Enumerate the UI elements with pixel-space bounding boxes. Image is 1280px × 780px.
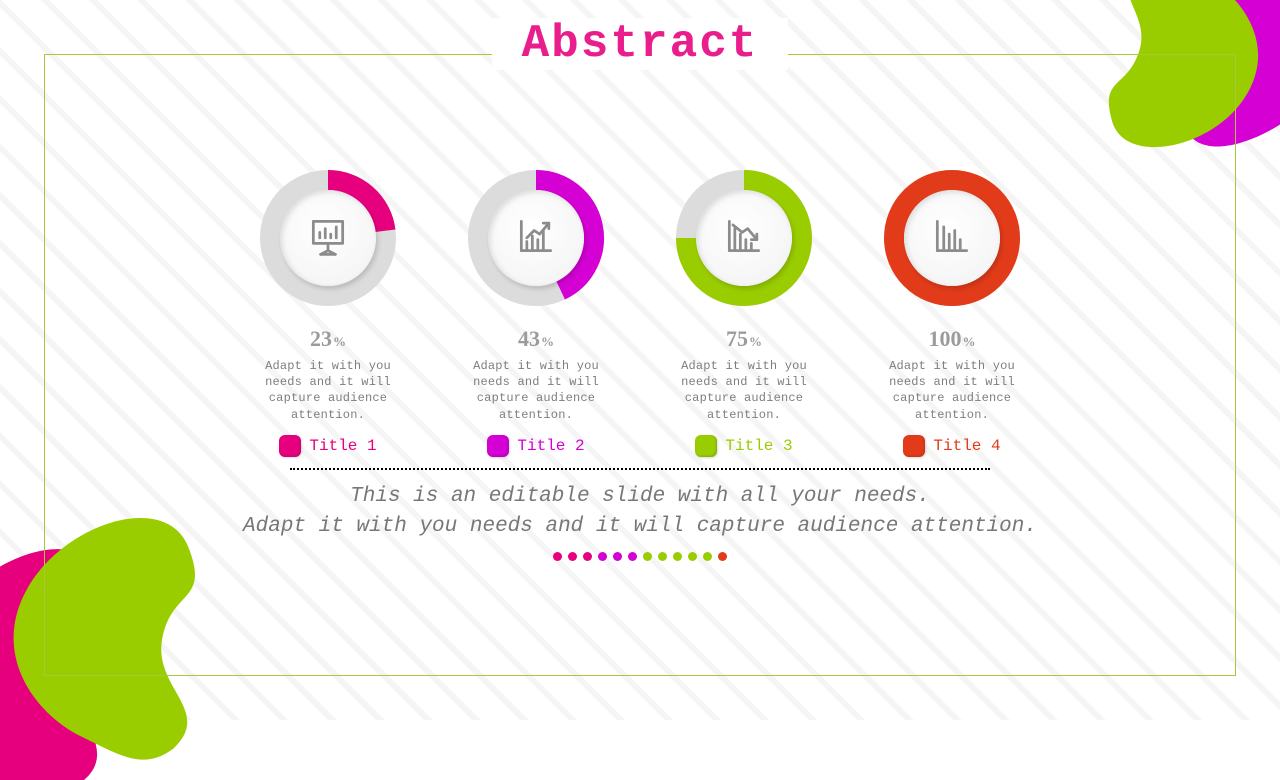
caption-text: This is an editable slide with all your … <box>0 482 1280 543</box>
dot-row <box>0 552 1280 561</box>
pager-dot-6 <box>628 552 637 561</box>
item-title-row-3: Title 3 <box>659 435 829 457</box>
pager-dot-5 <box>613 552 622 561</box>
pager-dot-9 <box>673 552 682 561</box>
icon-circle-2 <box>488 190 584 286</box>
item-title-2: Title 2 <box>517 437 584 455</box>
items-row: 23% Adapt it with you needs and it will … <box>0 168 1280 457</box>
swatch-2 <box>487 435 509 457</box>
chart-up-icon <box>514 214 558 263</box>
icon-circle-1 <box>280 190 376 286</box>
stat-item-2: 43% Adapt it with you needs and it will … <box>451 168 621 457</box>
swatch-3 <box>695 435 717 457</box>
pager-dot-1 <box>553 552 562 561</box>
dotted-divider <box>290 468 990 470</box>
swatch-1 <box>279 435 301 457</box>
item-title-row-2: Title 2 <box>451 435 621 457</box>
item-desc-4: Adapt it with you needs and it will capt… <box>867 358 1037 423</box>
stat-item-1: 23% Adapt it with you needs and it will … <box>243 168 413 457</box>
pager-dot-11 <box>703 552 712 561</box>
swatch-4 <box>903 435 925 457</box>
pager-dot-10 <box>688 552 697 561</box>
percent-value-1: 23% <box>243 326 413 352</box>
presentation-chart-icon <box>306 214 350 263</box>
item-title-row-1: Title 1 <box>243 435 413 457</box>
item-desc-1: Adapt it with you needs and it will capt… <box>243 358 413 423</box>
item-desc-2: Adapt it with you needs and it will capt… <box>451 358 621 423</box>
stat-item-4: 100% Adapt it with you needs and it will… <box>867 168 1037 457</box>
donut-4 <box>882 168 1022 308</box>
pager-dot-8 <box>658 552 667 561</box>
item-title-4: Title 4 <box>933 437 1000 455</box>
bar-chart-icon <box>930 214 974 263</box>
percent-value-3: 75% <box>659 326 829 352</box>
donut-1 <box>258 168 398 308</box>
icon-circle-3 <box>696 190 792 286</box>
icon-circle-4 <box>904 190 1000 286</box>
item-title-1: Title 1 <box>309 437 376 455</box>
pager-dot-4 <box>598 552 607 561</box>
percent-value-2: 43% <box>451 326 621 352</box>
pager-dot-3 <box>583 552 592 561</box>
item-title-row-4: Title 4 <box>867 435 1037 457</box>
donut-2 <box>466 168 606 308</box>
item-desc-3: Adapt it with you needs and it will capt… <box>659 358 829 423</box>
pager-dot-7 <box>643 552 652 561</box>
stat-item-3: 75% Adapt it with you needs and it will … <box>659 168 829 457</box>
item-title-3: Title 3 <box>725 437 792 455</box>
donut-3 <box>674 168 814 308</box>
chart-down-icon <box>722 214 766 263</box>
percent-value-4: 100% <box>867 326 1037 352</box>
pager-dot-12 <box>718 552 727 561</box>
pager-dot-2 <box>568 552 577 561</box>
